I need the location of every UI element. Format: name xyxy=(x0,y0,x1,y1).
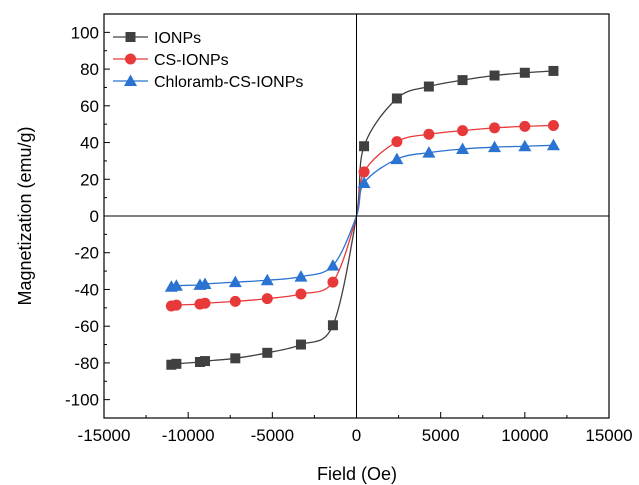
x-tick-label: 15000 xyxy=(585,426,632,445)
data-point xyxy=(295,339,306,350)
x-axis-title: Field (Oe) xyxy=(317,464,397,484)
y-tick-label: -80 xyxy=(74,354,99,373)
y-tick-label: 100 xyxy=(71,23,99,42)
data-point xyxy=(199,297,211,309)
data-point xyxy=(357,176,371,188)
y-tick-label: -40 xyxy=(74,280,99,299)
legend-marker xyxy=(125,53,136,65)
data-point xyxy=(200,356,210,367)
series-line xyxy=(171,70,554,366)
y-tick-label: -60 xyxy=(74,317,99,336)
data-point xyxy=(457,125,469,137)
x-tick-label: 10000 xyxy=(501,426,548,445)
y-tick-label: -20 xyxy=(74,244,99,263)
y-tick-label: 80 xyxy=(80,60,99,79)
legend-marker xyxy=(124,74,137,86)
x-tick-label: 0 xyxy=(352,426,361,445)
legend-label: Chloramb-CS-IONPs xyxy=(154,74,303,91)
y-tick-label: 20 xyxy=(80,170,99,189)
data-point xyxy=(198,277,212,289)
data-point xyxy=(489,70,500,81)
plot-area xyxy=(164,65,560,370)
legend-marker xyxy=(125,32,136,42)
data-point xyxy=(261,293,273,305)
y-tick-label: 60 xyxy=(80,97,99,116)
x-tick-label: -15000 xyxy=(78,426,131,445)
data-point xyxy=(230,353,241,364)
series-chloramb-cs-ionps xyxy=(164,138,560,292)
y-tick-label: 0 xyxy=(90,207,99,226)
data-point xyxy=(171,358,182,369)
data-point xyxy=(228,275,242,288)
series-cs-ionps xyxy=(165,119,559,312)
data-point xyxy=(519,120,531,132)
legend-label: IONPs xyxy=(154,30,201,47)
data-point xyxy=(358,166,370,178)
data-point xyxy=(229,295,241,307)
y-tick-label: 40 xyxy=(80,134,99,153)
data-point xyxy=(422,146,436,158)
data-point xyxy=(391,93,402,104)
x-tick-label: 5000 xyxy=(422,426,460,445)
data-point xyxy=(294,270,308,282)
data-point xyxy=(391,136,403,148)
y-axis-title: Magnetization (emu/g) xyxy=(15,126,35,305)
data-point xyxy=(327,276,339,288)
data-point xyxy=(488,140,502,153)
data-point xyxy=(548,65,559,76)
data-point xyxy=(519,67,530,78)
data-point xyxy=(327,320,338,331)
data-point xyxy=(326,259,340,271)
data-point xyxy=(169,279,183,291)
data-point xyxy=(260,273,274,286)
data-point xyxy=(423,81,434,92)
x-tick-label: -5000 xyxy=(251,426,294,445)
y-tick-label: -100 xyxy=(65,391,99,410)
data-point xyxy=(518,139,532,152)
data-point xyxy=(456,142,470,154)
data-point xyxy=(262,347,273,358)
data-point xyxy=(423,128,435,140)
data-point xyxy=(546,138,560,151)
data-point xyxy=(170,299,182,311)
series-ionps xyxy=(166,65,559,370)
data-point xyxy=(295,288,307,300)
legend-label: CS-IONPs xyxy=(154,52,229,69)
data-point xyxy=(547,119,559,131)
data-point xyxy=(194,356,205,367)
data-point xyxy=(359,141,370,152)
data-point xyxy=(489,122,501,134)
data-point xyxy=(457,75,468,86)
data-point xyxy=(166,359,177,370)
legend: IONPs CS-IONPs Chloramb-CS-IONPs xyxy=(113,30,303,91)
x-tick-label: -10000 xyxy=(162,426,215,445)
axes: -15000 -10000 -5000 0 5000 10000 15000 -100 -80 -… xyxy=(65,13,633,445)
data-point xyxy=(390,152,404,165)
